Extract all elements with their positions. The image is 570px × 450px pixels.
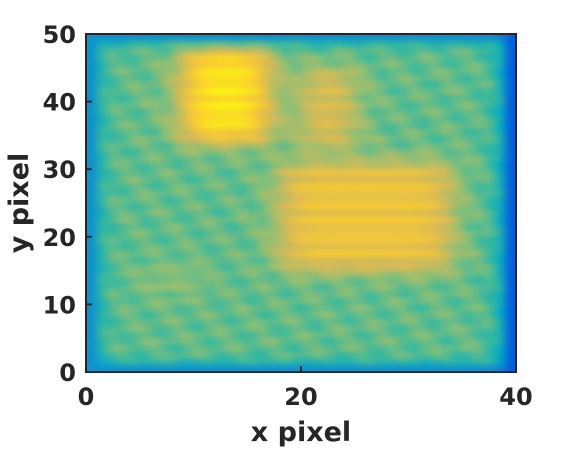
- x-tick-label: 0: [78, 383, 95, 411]
- x-tick-label: 40: [499, 383, 532, 411]
- y-tick-label: 50: [43, 21, 76, 49]
- y-tick-label: 10: [43, 291, 76, 319]
- y-tick-label: 40: [43, 89, 76, 117]
- y-tick-label: 0: [59, 359, 76, 387]
- y-axis-label: y pixel: [4, 153, 35, 254]
- y-tick-label: 30: [43, 156, 76, 184]
- heatmap-image: [86, 34, 516, 372]
- x-tick-label: 20: [284, 383, 317, 411]
- y-tick-label: 20: [43, 224, 76, 252]
- tick-group: 0 20 40 0 10 20 30 40 50: [43, 21, 533, 411]
- x-axis-label: x pixel: [251, 417, 351, 448]
